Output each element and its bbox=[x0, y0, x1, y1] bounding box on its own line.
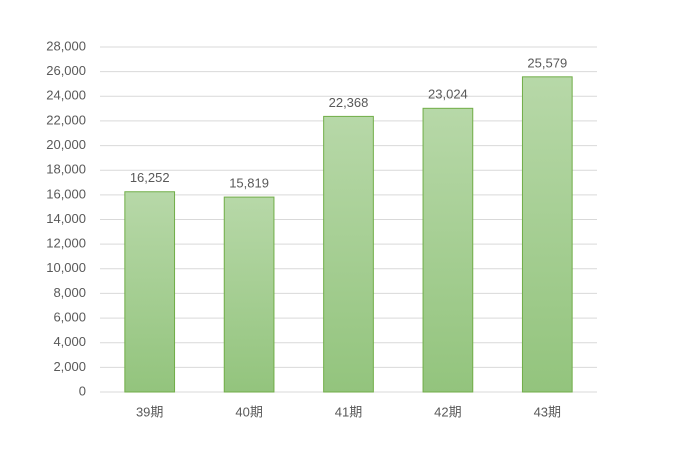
y-tick-label: 14,000 bbox=[46, 211, 86, 226]
bar bbox=[323, 115, 374, 393]
y-tick-label: 0 bbox=[79, 383, 86, 398]
x-tick-label: 42期 bbox=[434, 404, 461, 419]
x-tick-label: 41期 bbox=[335, 404, 362, 419]
y-tick-label: 20,000 bbox=[46, 137, 86, 152]
y-tick-label: 28,000 bbox=[46, 38, 86, 53]
y-tick-label: 10,000 bbox=[46, 260, 86, 275]
y-tick-label: 16,000 bbox=[46, 186, 86, 201]
y-tick-label: 26,000 bbox=[46, 63, 86, 78]
bar bbox=[124, 191, 176, 393]
x-tick-label: 43期 bbox=[534, 404, 561, 419]
value-label: 23,024 bbox=[428, 87, 468, 102]
value-label: 22,368 bbox=[329, 95, 369, 110]
y-tick-label: 24,000 bbox=[46, 88, 86, 103]
bar bbox=[521, 76, 573, 393]
y-tick-label: 6,000 bbox=[53, 310, 86, 325]
y-tick-label: 4,000 bbox=[53, 334, 86, 349]
x-tick-label: 40期 bbox=[235, 404, 262, 419]
value-label: 15,819 bbox=[229, 176, 269, 191]
y-tick-label: 22,000 bbox=[46, 112, 86, 127]
y-tick-label: 12,000 bbox=[46, 236, 86, 251]
y-tick-label: 8,000 bbox=[53, 285, 86, 300]
value-label: 16,252 bbox=[130, 170, 170, 185]
bar bbox=[223, 196, 275, 393]
y-tick-label: 18,000 bbox=[46, 162, 86, 177]
x-tick-label: 39期 bbox=[136, 404, 163, 419]
value-label: 25,579 bbox=[527, 55, 567, 70]
y-tick-label: 2,000 bbox=[53, 359, 86, 374]
bar bbox=[422, 107, 474, 393]
